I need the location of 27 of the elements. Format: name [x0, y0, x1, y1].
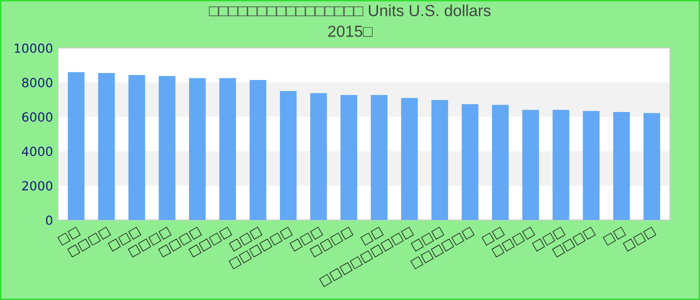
bar [310, 93, 327, 220]
bar [431, 100, 448, 220]
bar [582, 110, 600, 220]
bar [219, 78, 236, 220]
y-tick-label: 10000 [14, 43, 52, 53]
bar [189, 78, 206, 220]
y-tick-label: 8000 [22, 78, 52, 88]
bar [462, 104, 478, 220]
bar [340, 94, 358, 220]
bar [128, 75, 146, 220]
y-tick-label: 4000 [22, 146, 52, 156]
y-tick-label: 6000 [22, 112, 52, 122]
bar [401, 98, 418, 220]
bar [98, 72, 115, 220]
bar [158, 76, 176, 220]
bar [522, 110, 539, 220]
y-tick-label: 0 [46, 215, 52, 225]
bar [68, 72, 85, 220]
bar [280, 91, 297, 220]
chart-title: □□□□□□□□□□□□□□□□ Units U.S. dollars 2015□ [208, 4, 491, 37]
bar [613, 112, 630, 220]
bar [250, 80, 266, 220]
y-tick-label: 2000 [22, 181, 52, 191]
bar [643, 113, 660, 220]
bar [492, 104, 509, 220]
bar [370, 94, 388, 220]
bar [552, 110, 570, 220]
